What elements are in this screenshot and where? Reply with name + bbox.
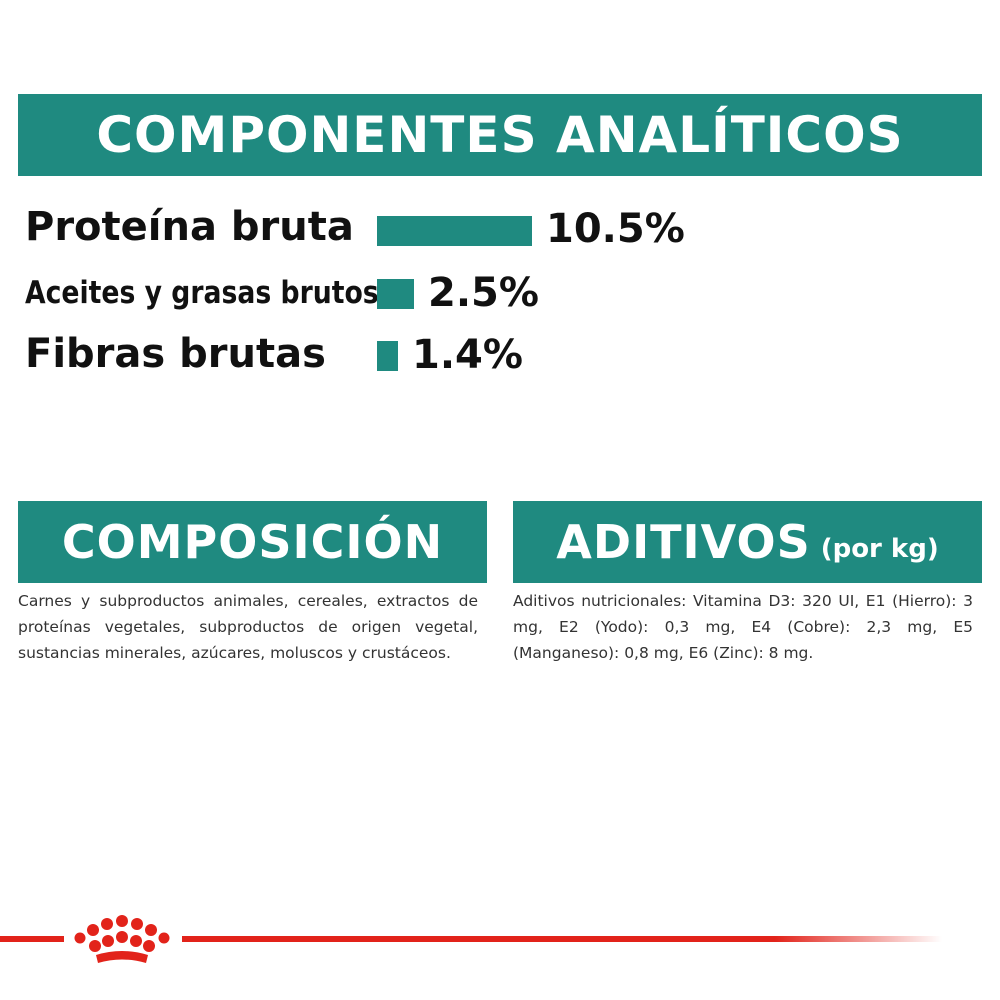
- composition-title: COMPOSICIÓN: [61, 515, 444, 569]
- nutrient-bar-protein: [377, 216, 532, 246]
- analytic-components-banner: COMPONENTES ANALÍTICOS: [18, 94, 982, 176]
- footer-line-left: [0, 936, 64, 942]
- additives-title: ADITIVOS: [556, 515, 811, 569]
- nutrient-label-fiber: Fibras brutas: [25, 331, 326, 377]
- nutrient-value-fats: 2.5%: [428, 270, 539, 316]
- footer-line-right: [182, 936, 942, 942]
- nutrient-label-fats: Aceites y grasas brutos: [25, 275, 379, 311]
- additives-unit: (por kg): [820, 534, 939, 564]
- composition-banner: COMPOSICIÓN: [18, 501, 487, 583]
- crown-logo-icon: [66, 913, 178, 971]
- additives-text: Aditivos nutricionales: Vitamina D3: 320…: [513, 592, 973, 662]
- nutrient-value-fiber: 1.4%: [412, 332, 523, 378]
- nutrient-label-protein: Proteína bruta: [25, 204, 354, 250]
- composition-text: Carnes y subproductos animales, cereales…: [18, 592, 478, 662]
- nutrient-bar-fats: [377, 279, 414, 309]
- nutrient-value-protein: 10.5%: [546, 206, 685, 252]
- nutrient-bar-fiber: [377, 341, 398, 371]
- additives-banner: ADITIVOS (por kg): [513, 501, 982, 583]
- analytic-components-title: COMPONENTES ANALÍTICOS: [96, 106, 904, 164]
